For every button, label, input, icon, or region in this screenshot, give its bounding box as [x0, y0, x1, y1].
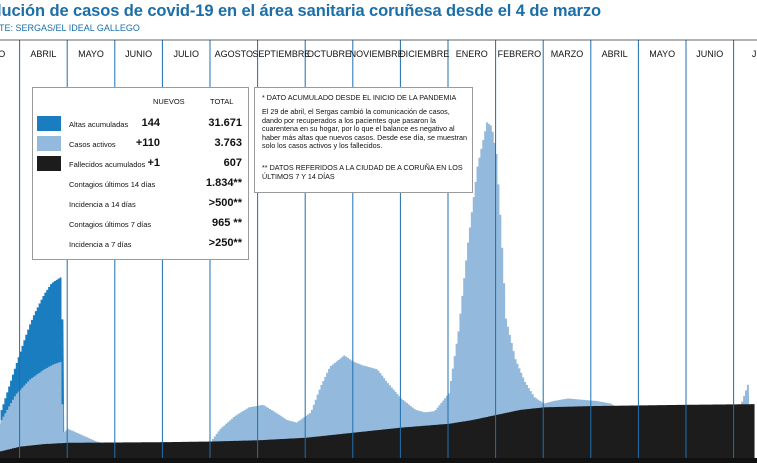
area-casos-activos — [0, 122, 750, 458]
month-label: JULIO — [173, 49, 199, 59]
row-label: Casos activos — [69, 140, 116, 149]
month-label: JUNIO — [696, 49, 723, 59]
month-label: MAYO — [78, 49, 104, 59]
row-total: 1.834** — [205, 177, 242, 189]
row-label: Altas acumuladas — [69, 120, 129, 129]
month-label: JUNIO — [125, 49, 152, 59]
swatch-fallecidos — [37, 156, 61, 171]
chart-title: lución de casos de covid-19 en el área s… — [0, 2, 601, 20]
row-nuevos: +1 — [147, 157, 160, 169]
header-total: TOTAL — [210, 97, 234, 106]
row-label: Fallecidos acumulados — [69, 160, 146, 169]
stats-row-incidencia-14: Incidencia a 14 días >500** — [33, 196, 248, 214]
stats-row-activos: Casos activos +110 3.763 — [33, 136, 248, 154]
note-accumulated: * DATO ACUMULADO DESDE EL INICIO DE LA P… — [262, 93, 457, 102]
month-label: ENERO — [456, 49, 488, 59]
note-city-data: ** DATOS REFERIDOS A LA CIUDAD DE A CORU… — [262, 163, 463, 181]
month-label: AGOSTO — [215, 49, 253, 59]
stats-row-contagios-7: Contagios últimos 7 días 965 ** — [33, 216, 248, 234]
note-sergas-change: El 29 de abril, el Sergas cambió la comu… — [262, 107, 467, 151]
month-label: SEPTIEMBRE — [252, 49, 310, 59]
month-label: RZO — [0, 49, 5, 59]
month-label: MARZO — [551, 49, 584, 59]
row-total: 3.763 — [214, 137, 242, 149]
stats-row-altas: Altas acumuladas 144 31.671 — [33, 116, 248, 134]
row-label: Contagios últimos 7 días — [69, 220, 152, 229]
baseline — [0, 458, 757, 463]
row-nuevos: 144 — [141, 117, 160, 129]
month-label: MAYO — [649, 49, 675, 59]
header-nuevos: NUEVOS — [153, 97, 185, 106]
stats-panel: NUEVOS TOTAL Altas acumuladas 144 31.671… — [32, 87, 249, 260]
row-label: Incidencia a 7 días — [69, 240, 132, 249]
row-nuevos: +110 — [135, 137, 160, 149]
stats-row-fallecidos: Fallecidos acumulados +1 607 — [33, 156, 248, 174]
row-total: 31.671 — [208, 117, 242, 129]
area-fallecidos-acumulados — [0, 404, 755, 458]
swatch-altas — [37, 116, 61, 131]
month-label: OCTUBRE — [307, 49, 351, 59]
stats-row-contagios-14: Contagios últimos 14 días 1.834** — [33, 176, 248, 194]
month-label: ABRIL — [30, 49, 56, 59]
month-label: FEBRERO — [498, 49, 542, 59]
swatch-activos — [37, 136, 61, 151]
notes-panel: * DATO ACUMULADO DESDE EL INICIO DE LA P… — [254, 87, 473, 193]
row-total: 607 — [223, 157, 242, 169]
row-total: 965 ** — [212, 217, 242, 229]
row-total: >250** — [208, 237, 242, 249]
month-label: DICIEMBRE — [399, 49, 449, 59]
stats-row-incidencia-7: Incidencia a 7 días >250** — [33, 236, 248, 254]
month-labels: RZO ABRIL MAYO JUNIO JULIO AGOSTOSEPTIEMBREOC… — [0, 49, 757, 59]
row-label: Incidencia a 14 días — [69, 200, 136, 209]
month-label: NOVIEMBRE — [350, 49, 404, 59]
month-label: ABRIL — [602, 49, 628, 59]
chart-source: TE: SERGAS/EL IDEAL GALLEGO — [0, 23, 140, 33]
row-total: >500** — [208, 197, 242, 209]
month-label: JU — [752, 49, 757, 59]
area-series — [0, 122, 757, 463]
row-label: Contagios últimos 14 días — [69, 180, 156, 189]
